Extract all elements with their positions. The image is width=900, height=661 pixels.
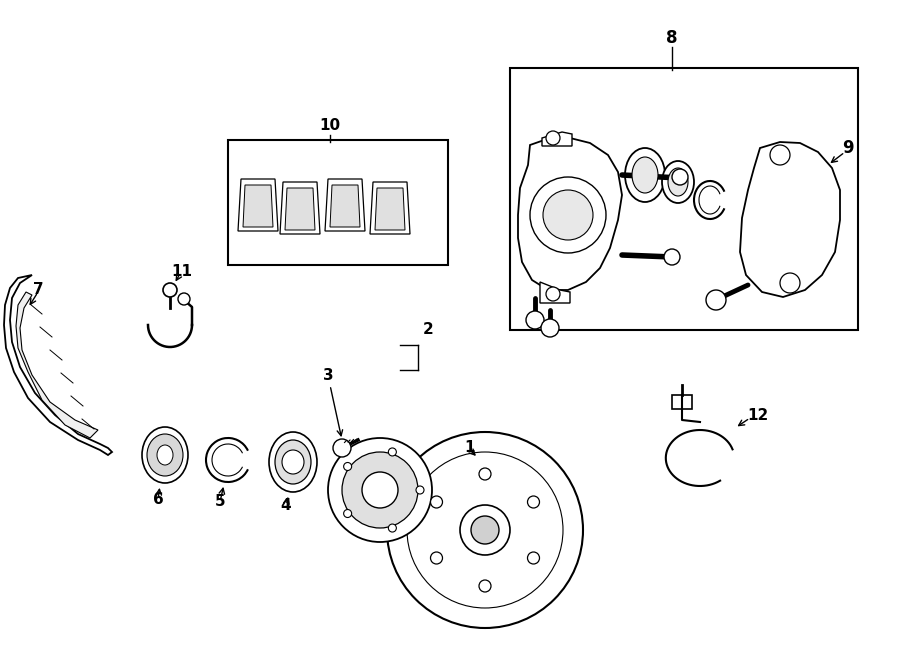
- Circle shape: [430, 552, 443, 564]
- Ellipse shape: [269, 432, 317, 492]
- Circle shape: [344, 463, 352, 471]
- Polygon shape: [325, 179, 365, 231]
- Text: 2: 2: [423, 323, 434, 338]
- Circle shape: [527, 552, 539, 564]
- Text: 11: 11: [172, 264, 193, 280]
- Text: 3: 3: [323, 368, 333, 383]
- Ellipse shape: [282, 450, 304, 474]
- Circle shape: [163, 283, 177, 297]
- Circle shape: [416, 486, 424, 494]
- Circle shape: [460, 505, 510, 555]
- Circle shape: [479, 580, 491, 592]
- Circle shape: [664, 249, 680, 265]
- Text: 4: 4: [281, 498, 292, 512]
- Polygon shape: [370, 182, 410, 234]
- Circle shape: [672, 169, 688, 185]
- Text: 12: 12: [747, 408, 769, 424]
- Circle shape: [362, 472, 398, 508]
- Circle shape: [430, 496, 443, 508]
- Polygon shape: [16, 292, 98, 438]
- Bar: [672, 395, 692, 409]
- Circle shape: [543, 190, 593, 240]
- Circle shape: [546, 131, 560, 145]
- Polygon shape: [243, 185, 273, 227]
- Polygon shape: [740, 142, 840, 297]
- Text: 9: 9: [842, 139, 854, 157]
- Circle shape: [770, 145, 790, 165]
- Polygon shape: [518, 138, 622, 290]
- Circle shape: [344, 510, 352, 518]
- Polygon shape: [285, 188, 315, 230]
- Ellipse shape: [662, 161, 694, 203]
- Circle shape: [546, 287, 560, 301]
- Circle shape: [389, 524, 396, 532]
- Text: 1: 1: [464, 440, 475, 455]
- Text: 7: 7: [32, 282, 43, 297]
- Circle shape: [479, 468, 491, 480]
- Polygon shape: [238, 179, 278, 231]
- Polygon shape: [542, 132, 572, 146]
- Circle shape: [333, 439, 351, 457]
- Text: 10: 10: [320, 118, 340, 134]
- Circle shape: [706, 290, 726, 310]
- Bar: [228, 140, 448, 265]
- Polygon shape: [540, 282, 570, 303]
- Ellipse shape: [157, 445, 173, 465]
- Text: 6: 6: [153, 492, 164, 508]
- Polygon shape: [375, 188, 405, 230]
- Circle shape: [780, 273, 800, 293]
- Circle shape: [526, 311, 544, 329]
- Ellipse shape: [625, 148, 665, 202]
- Circle shape: [407, 452, 563, 608]
- Circle shape: [471, 516, 499, 544]
- Text: 5: 5: [215, 494, 225, 510]
- Ellipse shape: [668, 168, 688, 196]
- Bar: [510, 68, 858, 330]
- Text: 8: 8: [666, 29, 678, 47]
- Polygon shape: [330, 185, 360, 227]
- Polygon shape: [4, 275, 112, 455]
- Circle shape: [178, 293, 190, 305]
- Circle shape: [342, 452, 418, 528]
- Circle shape: [541, 319, 559, 337]
- Circle shape: [387, 432, 583, 628]
- Ellipse shape: [632, 157, 658, 193]
- Circle shape: [527, 496, 539, 508]
- Circle shape: [389, 448, 396, 456]
- Ellipse shape: [142, 427, 188, 483]
- Polygon shape: [280, 182, 320, 234]
- Ellipse shape: [147, 434, 183, 476]
- Circle shape: [328, 438, 432, 542]
- Ellipse shape: [275, 440, 311, 484]
- Circle shape: [530, 177, 606, 253]
